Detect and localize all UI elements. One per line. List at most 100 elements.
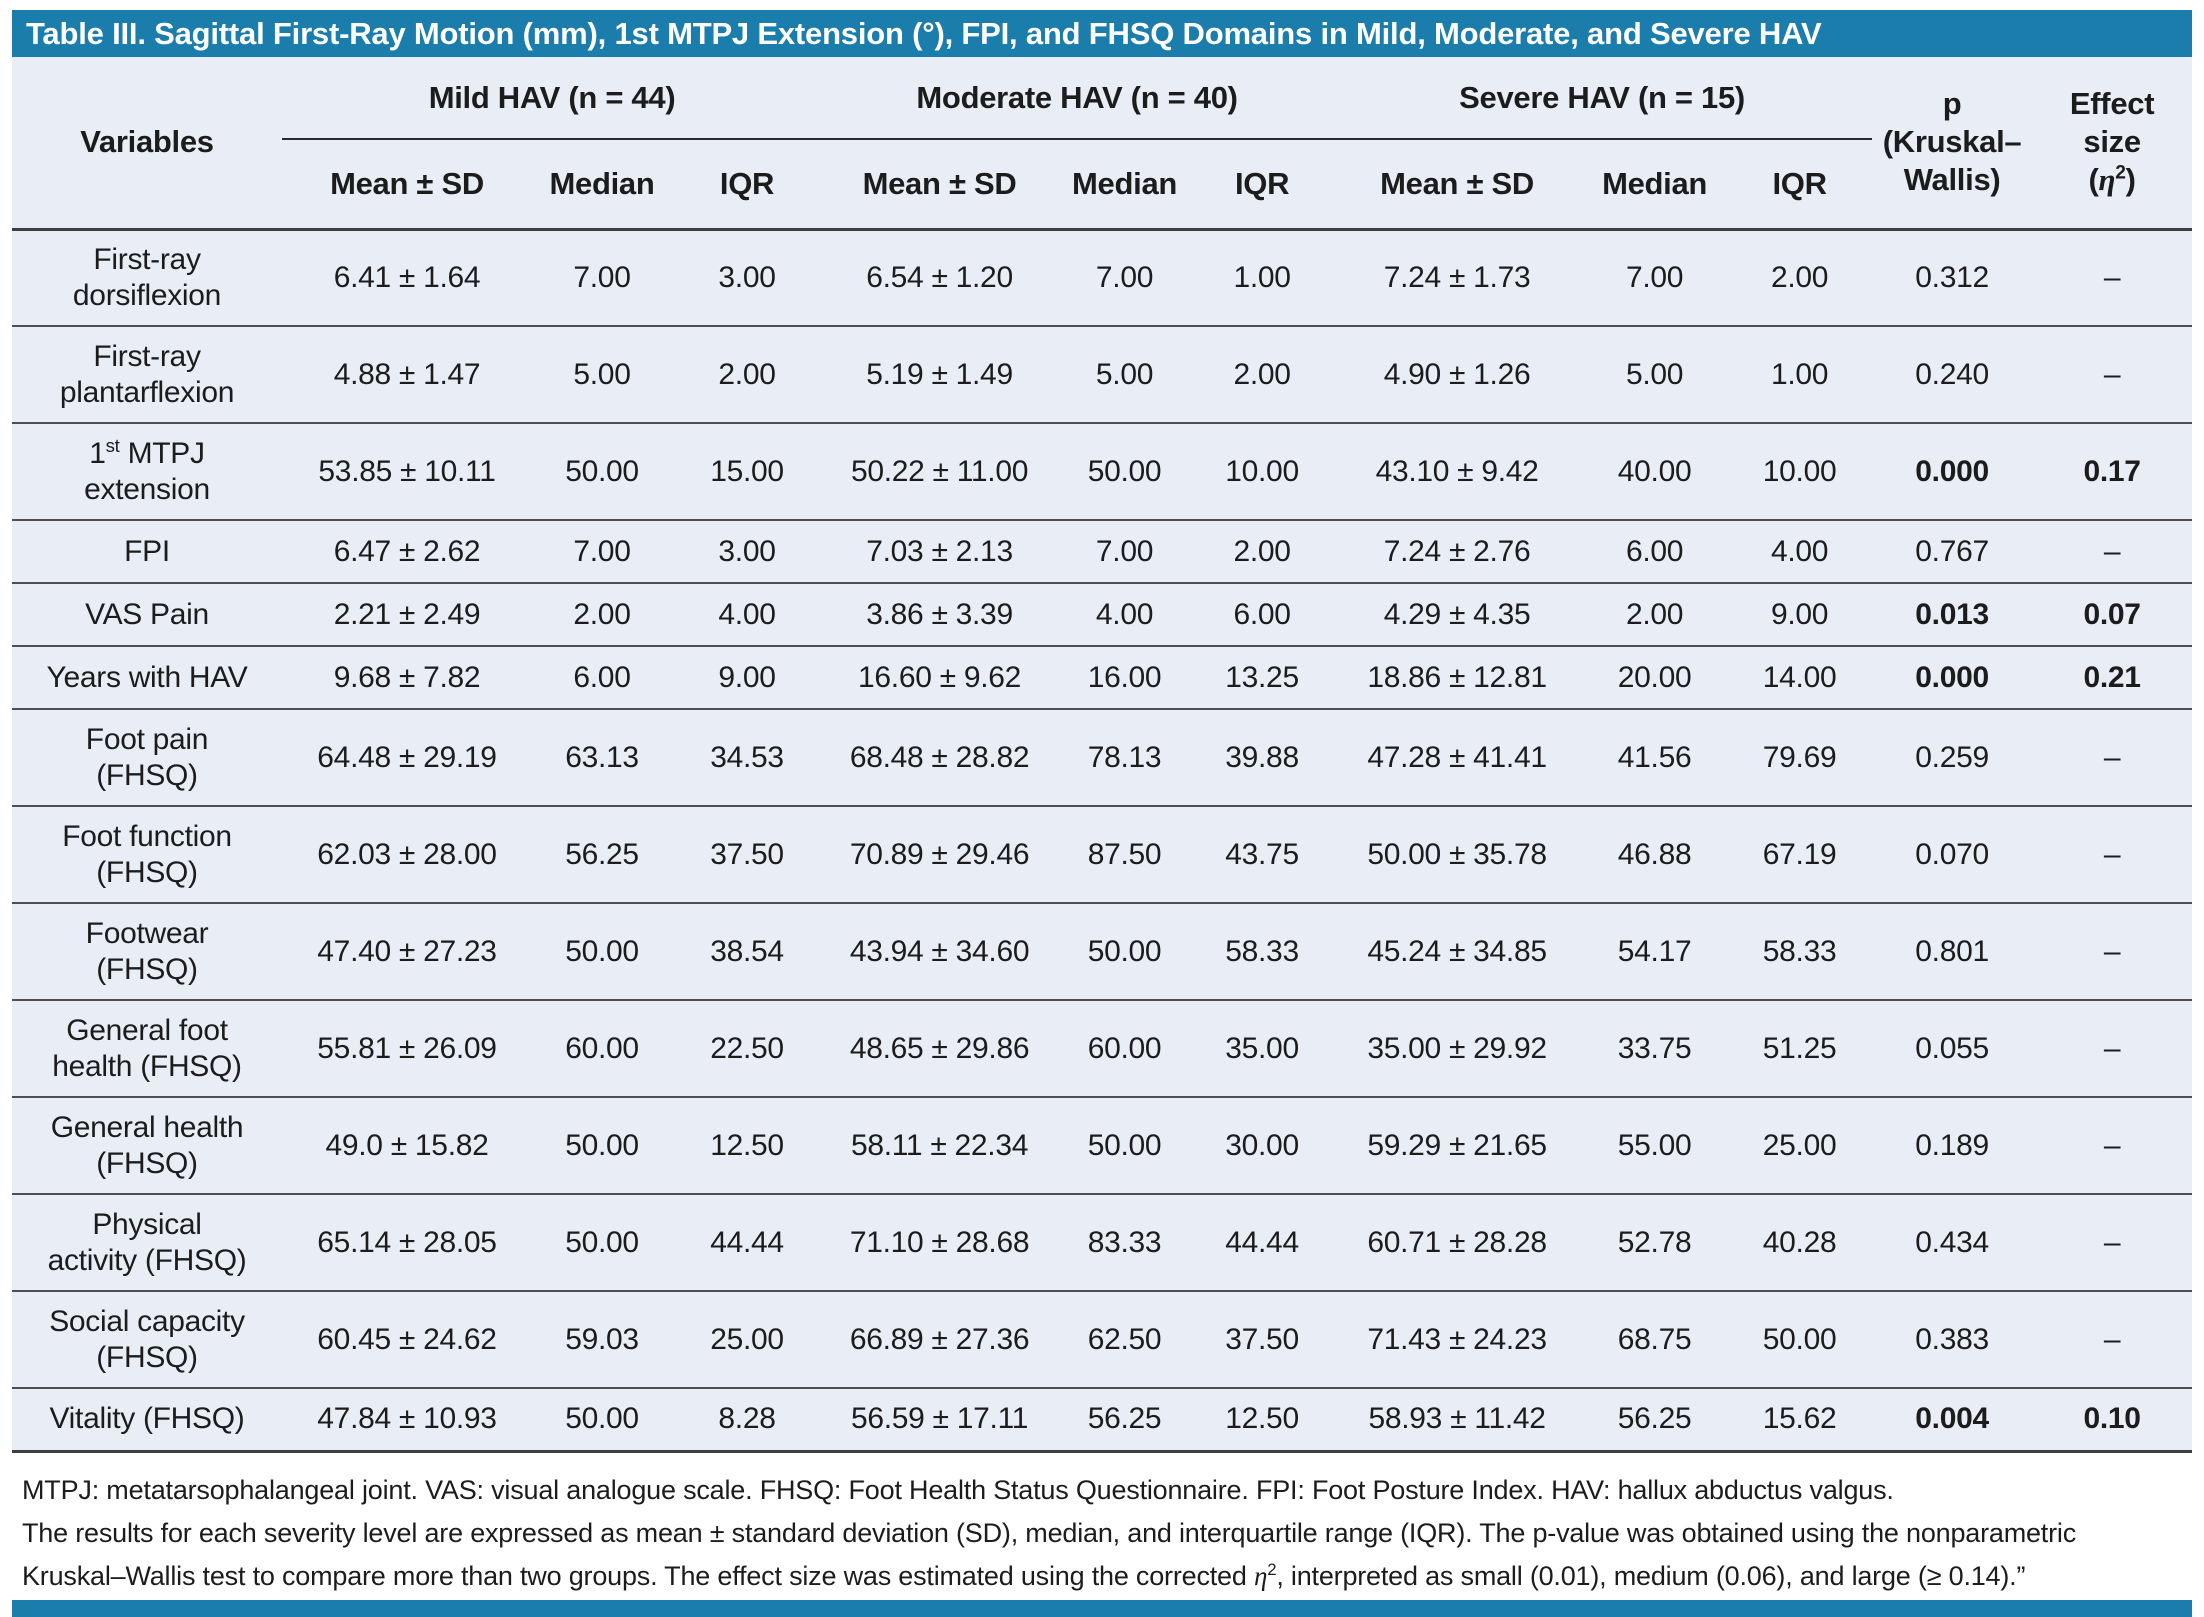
value-cell: 45.24 ± 34.85	[1367, 934, 1547, 968]
value-cell: 4.88 ± 1.47	[333, 357, 481, 391]
table-row: General health (FHSQ) 49.0 ± 15.82 50.00 12.…	[12, 1097, 2193, 1194]
p-value-cell: 0.383	[1915, 1322, 1989, 1356]
value-cell: 35.00	[1225, 1031, 1299, 1065]
value-cell: 58.33	[1225, 934, 1299, 968]
value-cell: 7.00	[1625, 260, 1684, 294]
value-cell: 60.45 ± 24.62	[317, 1322, 497, 1356]
subheader-iqr: IQR	[719, 165, 775, 201]
effect-size-cell: –	[2103, 534, 2121, 568]
value-cell: 12.50	[710, 1128, 784, 1162]
value-cell: 44.44	[710, 1225, 784, 1259]
effect-size-cell: –	[2103, 934, 2121, 968]
group-header-moderate: Moderate HAV (n = 40)	[822, 57, 1333, 140]
p-value-cell: 0.000	[1915, 454, 1989, 488]
subheader-mean-sd: Mean ± SD	[862, 165, 1017, 201]
table-row: Years with HAV 9.68 ± 7.82 6.00 9.00 16.60 ±…	[12, 646, 2193, 709]
value-cell: 71.10 ± 28.68	[849, 1225, 1030, 1259]
value-cell: 49.0 ± 15.82	[325, 1128, 489, 1162]
value-cell: 25.00	[710, 1322, 784, 1356]
p-value-cell: 0.000	[1915, 660, 1989, 694]
value-cell: 56.25	[565, 837, 639, 871]
value-cell: 68.48 ± 28.82	[849, 740, 1030, 774]
value-cell: 50.00	[1762, 1322, 1837, 1356]
table-row: 1st MTPJ extension 53.85 ± 10.11 50.00 15.00…	[12, 423, 2193, 520]
value-cell: 50.00	[1087, 1128, 1162, 1162]
value-cell: 78.13	[1087, 740, 1162, 774]
value-cell: 2.00	[1233, 534, 1291, 568]
value-cell: 10.00	[1225, 454, 1299, 488]
value-cell: 47.28 ± 41.41	[1367, 740, 1547, 774]
value-cell: 6.00	[573, 660, 631, 694]
p-value-cell: 0.004	[1915, 1402, 1989, 1436]
value-cell: 7.03 ± 2.13	[866, 534, 1013, 568]
subheader-iqr: IQR	[1772, 165, 1827, 201]
value-cell: 2.00	[1770, 260, 1829, 294]
value-cell: 70.89 ± 29.46	[849, 837, 1030, 871]
variable-label: Physical activity (FHSQ)	[47, 1207, 247, 1277]
value-cell: 50.00 ± 35.78	[1367, 837, 1547, 871]
group-header-mild: Mild HAV (n = 44)	[282, 57, 823, 140]
subheader-mean-sd: Mean ± SD	[1380, 165, 1534, 201]
value-cell: 7.24 ± 1.73	[1383, 260, 1531, 294]
value-cell: 50.00	[565, 1225, 639, 1259]
value-cell: 16.60 ± 9.62	[858, 660, 1022, 694]
table-row: Foot pain (FHSQ) 64.48 ± 29.19 63.13 34.53 68…	[12, 709, 2193, 806]
value-cell: 5.00	[1625, 357, 1684, 391]
value-cell: 83.33	[1087, 1225, 1162, 1259]
subheader-iqr: IQR	[1234, 165, 1290, 201]
value-cell: 58.33	[1762, 934, 1837, 968]
subheader-median: Median	[1072, 165, 1178, 201]
table-title: Table III. Sagittal First-Ray Motion (mm…	[26, 15, 1822, 51]
table-row: Social capacity (FHSQ) 60.45 ± 24.62 59.03 2…	[12, 1291, 2193, 1388]
value-cell: 66.89 ± 27.36	[849, 1322, 1030, 1356]
effect-size-cell: –	[2103, 1128, 2121, 1162]
subheader-median: Median	[549, 165, 655, 201]
value-cell: 44.44	[1225, 1225, 1299, 1259]
value-cell: 5.19 ± 1.49	[866, 357, 1013, 391]
value-cell: 52.78	[1617, 1225, 1692, 1259]
value-cell: 64.48 ± 29.19	[317, 740, 497, 774]
value-cell: 46.88	[1617, 837, 1692, 871]
value-cell: 65.14 ± 28.05	[317, 1225, 497, 1259]
table-row: Footwear (FHSQ) 47.40 ± 27.23 50.00 38.54 43.…	[12, 903, 2193, 1000]
effect-size-cell: –	[2103, 357, 2121, 391]
value-cell: 47.40 ± 27.23	[317, 934, 497, 968]
value-cell: 7.00	[1095, 260, 1154, 294]
value-cell: 20.00	[1617, 660, 1692, 694]
variable-label: General foot health (FHSQ)	[52, 1013, 242, 1083]
subheader-mean-sd: Mean ± SD	[330, 165, 484, 201]
value-cell: 59.29 ± 21.65	[1367, 1128, 1547, 1162]
variable-label: VAS Pain	[85, 597, 209, 631]
p-value-cell: 0.434	[1915, 1225, 1989, 1259]
table-row: Vitality (FHSQ) 47.84 ± 10.93 50.00 8.28 56.…	[12, 1388, 2193, 1451]
eta-symbol: η	[1254, 1560, 1268, 1591]
value-cell: 6.54 ± 1.20	[866, 260, 1013, 294]
value-cell: 9.68 ± 7.82	[333, 660, 481, 694]
value-cell: 16.00	[1087, 660, 1162, 694]
value-cell: 25.00	[1762, 1128, 1837, 1162]
variable-label: General health (FHSQ)	[50, 1110, 244, 1180]
footnotes: MTPJ: metatarsophalangeal joint. VAS: vi…	[12, 1453, 2192, 1598]
value-cell: 62.03 ± 28.00	[317, 837, 497, 871]
effect-size-cell: –	[2103, 837, 2121, 871]
value-cell: 43.10 ± 9.42	[1375, 454, 1539, 488]
value-cell: 10.00	[1762, 454, 1837, 488]
value-cell: 34.53	[710, 740, 784, 774]
p-value-cell: 0.259	[1915, 740, 1989, 774]
value-cell: 7.00	[573, 260, 631, 294]
value-cell: 6.47 ± 2.62	[333, 534, 481, 568]
table-row: FPI 6.47 ± 2.62 7.00 3.00 7.03 ± 2.13 7.00 2.0…	[12, 520, 2193, 583]
footnote-methods-2: Kruskal–Wallis test to compare more than…	[22, 1559, 2026, 1591]
value-cell: 55.81 ± 26.09	[317, 1031, 497, 1065]
value-cell: 2.21 ± 2.49	[333, 597, 481, 631]
value-cell: 43.94 ± 34.60	[849, 934, 1030, 968]
value-cell: 59.03	[565, 1322, 639, 1356]
group-header-severe: Severe HAV (n = 15)	[1332, 57, 1873, 140]
value-cell: 18.86 ± 12.81	[1367, 660, 1547, 694]
footnote-abbreviations: MTPJ: metatarsophalangeal joint. VAS: vi…	[22, 1474, 1894, 1505]
value-cell: 4.00	[718, 597, 776, 631]
variable-label: First-ray dorsiflexion	[72, 242, 222, 312]
variable-label: Foot function (FHSQ)	[62, 819, 232, 889]
value-cell: 71.43 ± 24.23	[1367, 1322, 1547, 1356]
